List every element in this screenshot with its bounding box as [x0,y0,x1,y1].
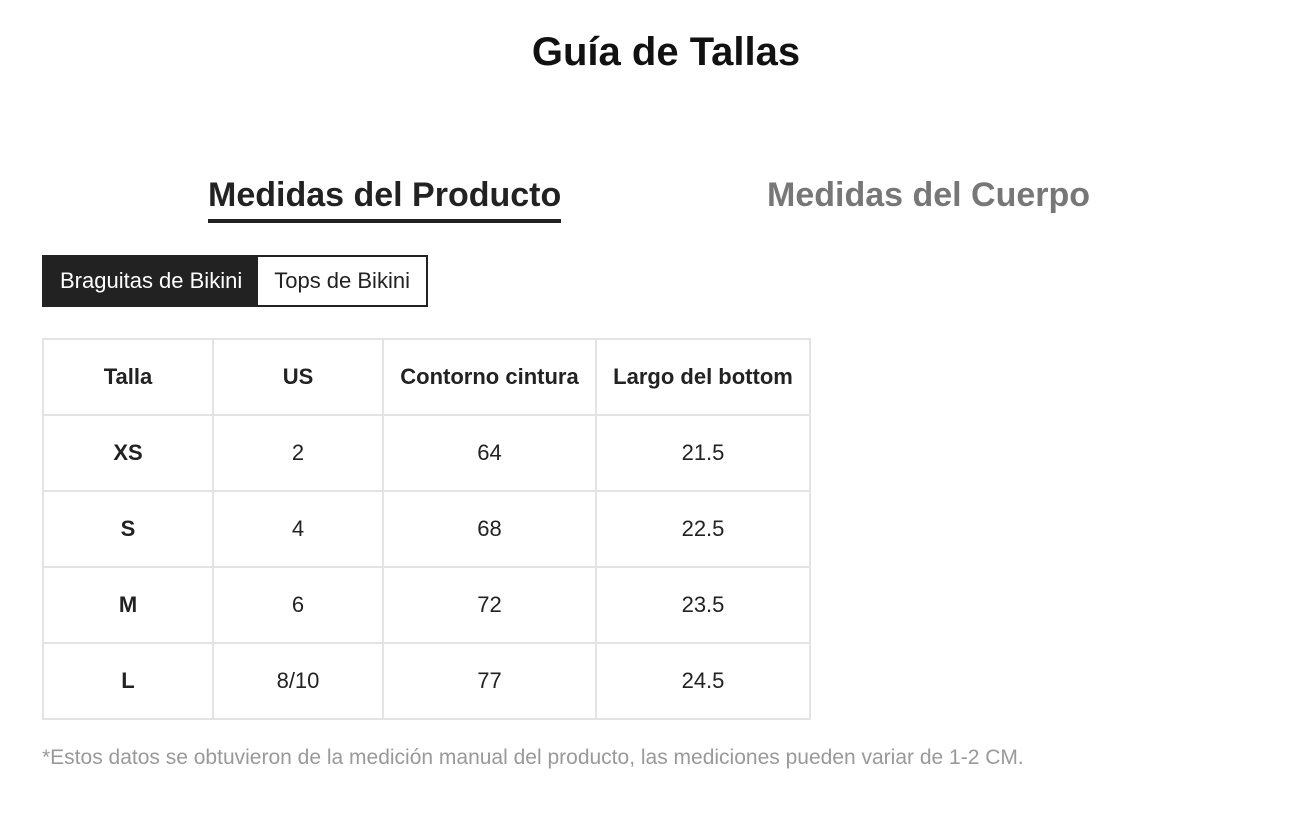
table-row: M 6 72 23.5 [42,566,811,644]
page-title: Guía de Tallas [531,30,801,74]
cell-size: S [42,490,214,568]
header-us: US [212,338,384,416]
category-selector: Braguitas de Bikini Tops de Bikini [42,255,428,307]
segment-bikini-bottoms[interactable]: Braguitas de Bikini [44,257,259,305]
cell-length: 24.5 [595,642,811,720]
segment-bikini-tops[interactable]: Tops de Bikini [258,257,426,305]
cell-length: 23.5 [595,566,811,644]
cell-size: XS [42,414,214,492]
cell-waist: 72 [382,566,597,644]
cell-length: 21.5 [595,414,811,492]
table-row: L 8/10 77 24.5 [42,642,811,720]
table-header-row: Talla US Contorno cintura Largo del bott… [42,338,811,416]
cell-waist: 77 [382,642,597,720]
cell-length: 22.5 [595,490,811,568]
cell-us: 8/10 [212,642,384,720]
cell-size: L [42,642,214,720]
cell-us: 6 [212,566,384,644]
measurement-note: *Estos datos se obtuvieron de la medició… [42,746,1024,769]
header-waist: Contorno cintura [382,338,597,416]
cell-waist: 68 [382,490,597,568]
size-table: Talla US Contorno cintura Largo del bott… [42,338,811,720]
tab-product-measurements[interactable]: Medidas del Producto [208,176,562,223]
table-row: S 4 68 22.5 [42,490,811,568]
cell-us: 2 [212,414,384,492]
header-length: Largo del bottom [595,338,811,416]
cell-size: M [42,566,214,644]
tab-body-measurements[interactable]: Medidas del Cuerpo [767,176,1091,214]
cell-waist: 64 [382,414,597,492]
cell-us: 4 [212,490,384,568]
header-size: Talla [42,338,214,416]
table-row: XS 2 64 21.5 [42,414,811,492]
